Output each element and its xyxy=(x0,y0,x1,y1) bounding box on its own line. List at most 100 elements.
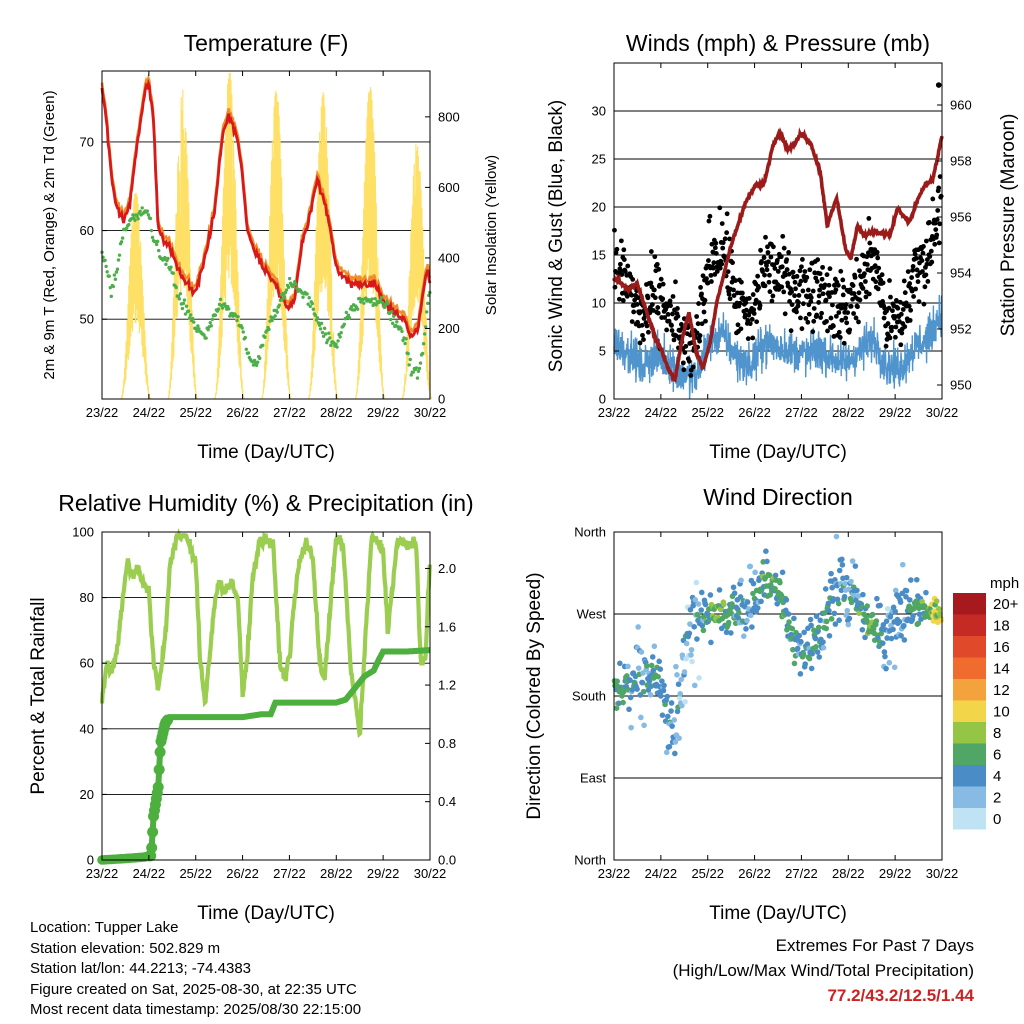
gust-point xyxy=(719,261,725,267)
direction-point xyxy=(648,662,655,669)
gust-point xyxy=(767,272,772,278)
dewpoint-point xyxy=(184,304,189,308)
legend-swatch xyxy=(953,657,986,679)
humidity-plot-frame xyxy=(101,531,431,861)
gust-point xyxy=(774,258,780,263)
dewpoint-point xyxy=(105,270,109,274)
gust-point xyxy=(784,257,790,263)
direction-point xyxy=(625,663,631,670)
direction-point xyxy=(910,613,916,619)
gust-point xyxy=(799,326,805,332)
dewpoint-point xyxy=(243,335,247,340)
dewpoint-point xyxy=(347,316,352,320)
x-tick-label: 26/22 xyxy=(226,866,259,881)
direction-point xyxy=(658,693,664,699)
dewpoint-point xyxy=(188,313,193,317)
location-text: Location: Tupper Lake xyxy=(30,919,179,936)
x-tick-label: 26/22 xyxy=(738,405,771,420)
legend-swatch xyxy=(953,786,986,808)
direction-point xyxy=(687,621,693,627)
direction-point xyxy=(908,577,914,583)
gust-point xyxy=(824,318,829,324)
gust-point xyxy=(796,300,801,305)
x-tick-label: 28/22 xyxy=(320,405,353,420)
dewpoint-point xyxy=(146,213,151,217)
direction-point xyxy=(678,676,685,683)
y2-tick-label: 960 xyxy=(950,98,972,113)
direction-point xyxy=(763,548,769,554)
dewpoint-point xyxy=(392,314,396,318)
gust-point xyxy=(833,287,839,293)
y2-tick-label: 1.2 xyxy=(438,678,456,693)
x-tick-label: 30/22 xyxy=(414,405,447,420)
gust-point xyxy=(864,254,870,260)
gust-point xyxy=(751,311,757,316)
dewpoint-point xyxy=(236,315,240,319)
direction-point xyxy=(832,621,839,627)
x-tick-label: 30/22 xyxy=(414,866,447,881)
dewpoint-point xyxy=(329,343,333,348)
direction-point xyxy=(620,689,627,695)
gust-point xyxy=(779,284,785,290)
solar-insolation-line xyxy=(120,193,151,400)
dewpoint-point xyxy=(334,342,338,346)
gust-point xyxy=(726,291,732,297)
direction-point xyxy=(683,640,690,647)
gust-point xyxy=(745,317,751,323)
direction-point xyxy=(841,593,848,600)
gust-point xyxy=(818,315,824,320)
direction-point xyxy=(656,658,662,665)
direction-point xyxy=(815,624,822,631)
gust-point xyxy=(750,292,756,297)
gust-point xyxy=(690,364,696,370)
direction-point xyxy=(897,599,904,605)
direction-point xyxy=(672,750,678,757)
gust-point xyxy=(725,269,731,275)
dewpoint-point xyxy=(342,322,346,327)
gust-point xyxy=(919,258,925,263)
dewpoint-point xyxy=(263,335,267,339)
gust-point xyxy=(678,321,684,327)
gust-point xyxy=(923,272,929,278)
gust-point xyxy=(816,293,822,299)
dewpoint-point xyxy=(192,320,196,324)
dewpoint-point xyxy=(155,239,160,244)
gust-point xyxy=(738,326,744,332)
direction-point xyxy=(651,643,658,650)
direction-point xyxy=(839,562,846,568)
x-tick-label: 27/22 xyxy=(785,405,818,420)
gust-point xyxy=(881,315,887,321)
direction-ylabel: Direction (Colored By Speed) xyxy=(524,572,545,819)
dewpoint-point xyxy=(319,321,324,326)
direction-point xyxy=(647,691,654,698)
gust-point xyxy=(618,238,624,244)
legend-label: 12 xyxy=(993,682,1010,699)
y-tick-label: West xyxy=(577,607,607,622)
direction-point xyxy=(854,587,860,594)
sonic-wind-line xyxy=(613,294,943,399)
direction-point xyxy=(791,615,797,622)
dewpoint-point xyxy=(244,347,249,352)
legend-swatch xyxy=(953,743,986,765)
dewpoint-point xyxy=(261,343,265,348)
gust-point xyxy=(933,227,939,232)
direction-point xyxy=(882,653,888,660)
legend-label: 16 xyxy=(993,639,1010,656)
gust-point xyxy=(727,296,733,302)
gust-point xyxy=(765,250,771,255)
dewpoint-point xyxy=(197,327,201,331)
dewpoint-point xyxy=(326,338,330,342)
dewpoint-point xyxy=(181,301,186,306)
gust-point xyxy=(694,314,700,319)
gust-point xyxy=(934,232,940,238)
direction-point xyxy=(665,713,671,720)
dewpoint-point xyxy=(111,284,116,289)
direction-point xyxy=(791,660,798,667)
gust-point xyxy=(778,254,784,260)
gust-point xyxy=(823,297,829,303)
dewpoint-point xyxy=(336,339,340,343)
gust-point xyxy=(804,274,810,280)
dewpoint-point xyxy=(327,331,331,335)
direction-point xyxy=(666,743,673,750)
direction-point xyxy=(731,590,738,597)
